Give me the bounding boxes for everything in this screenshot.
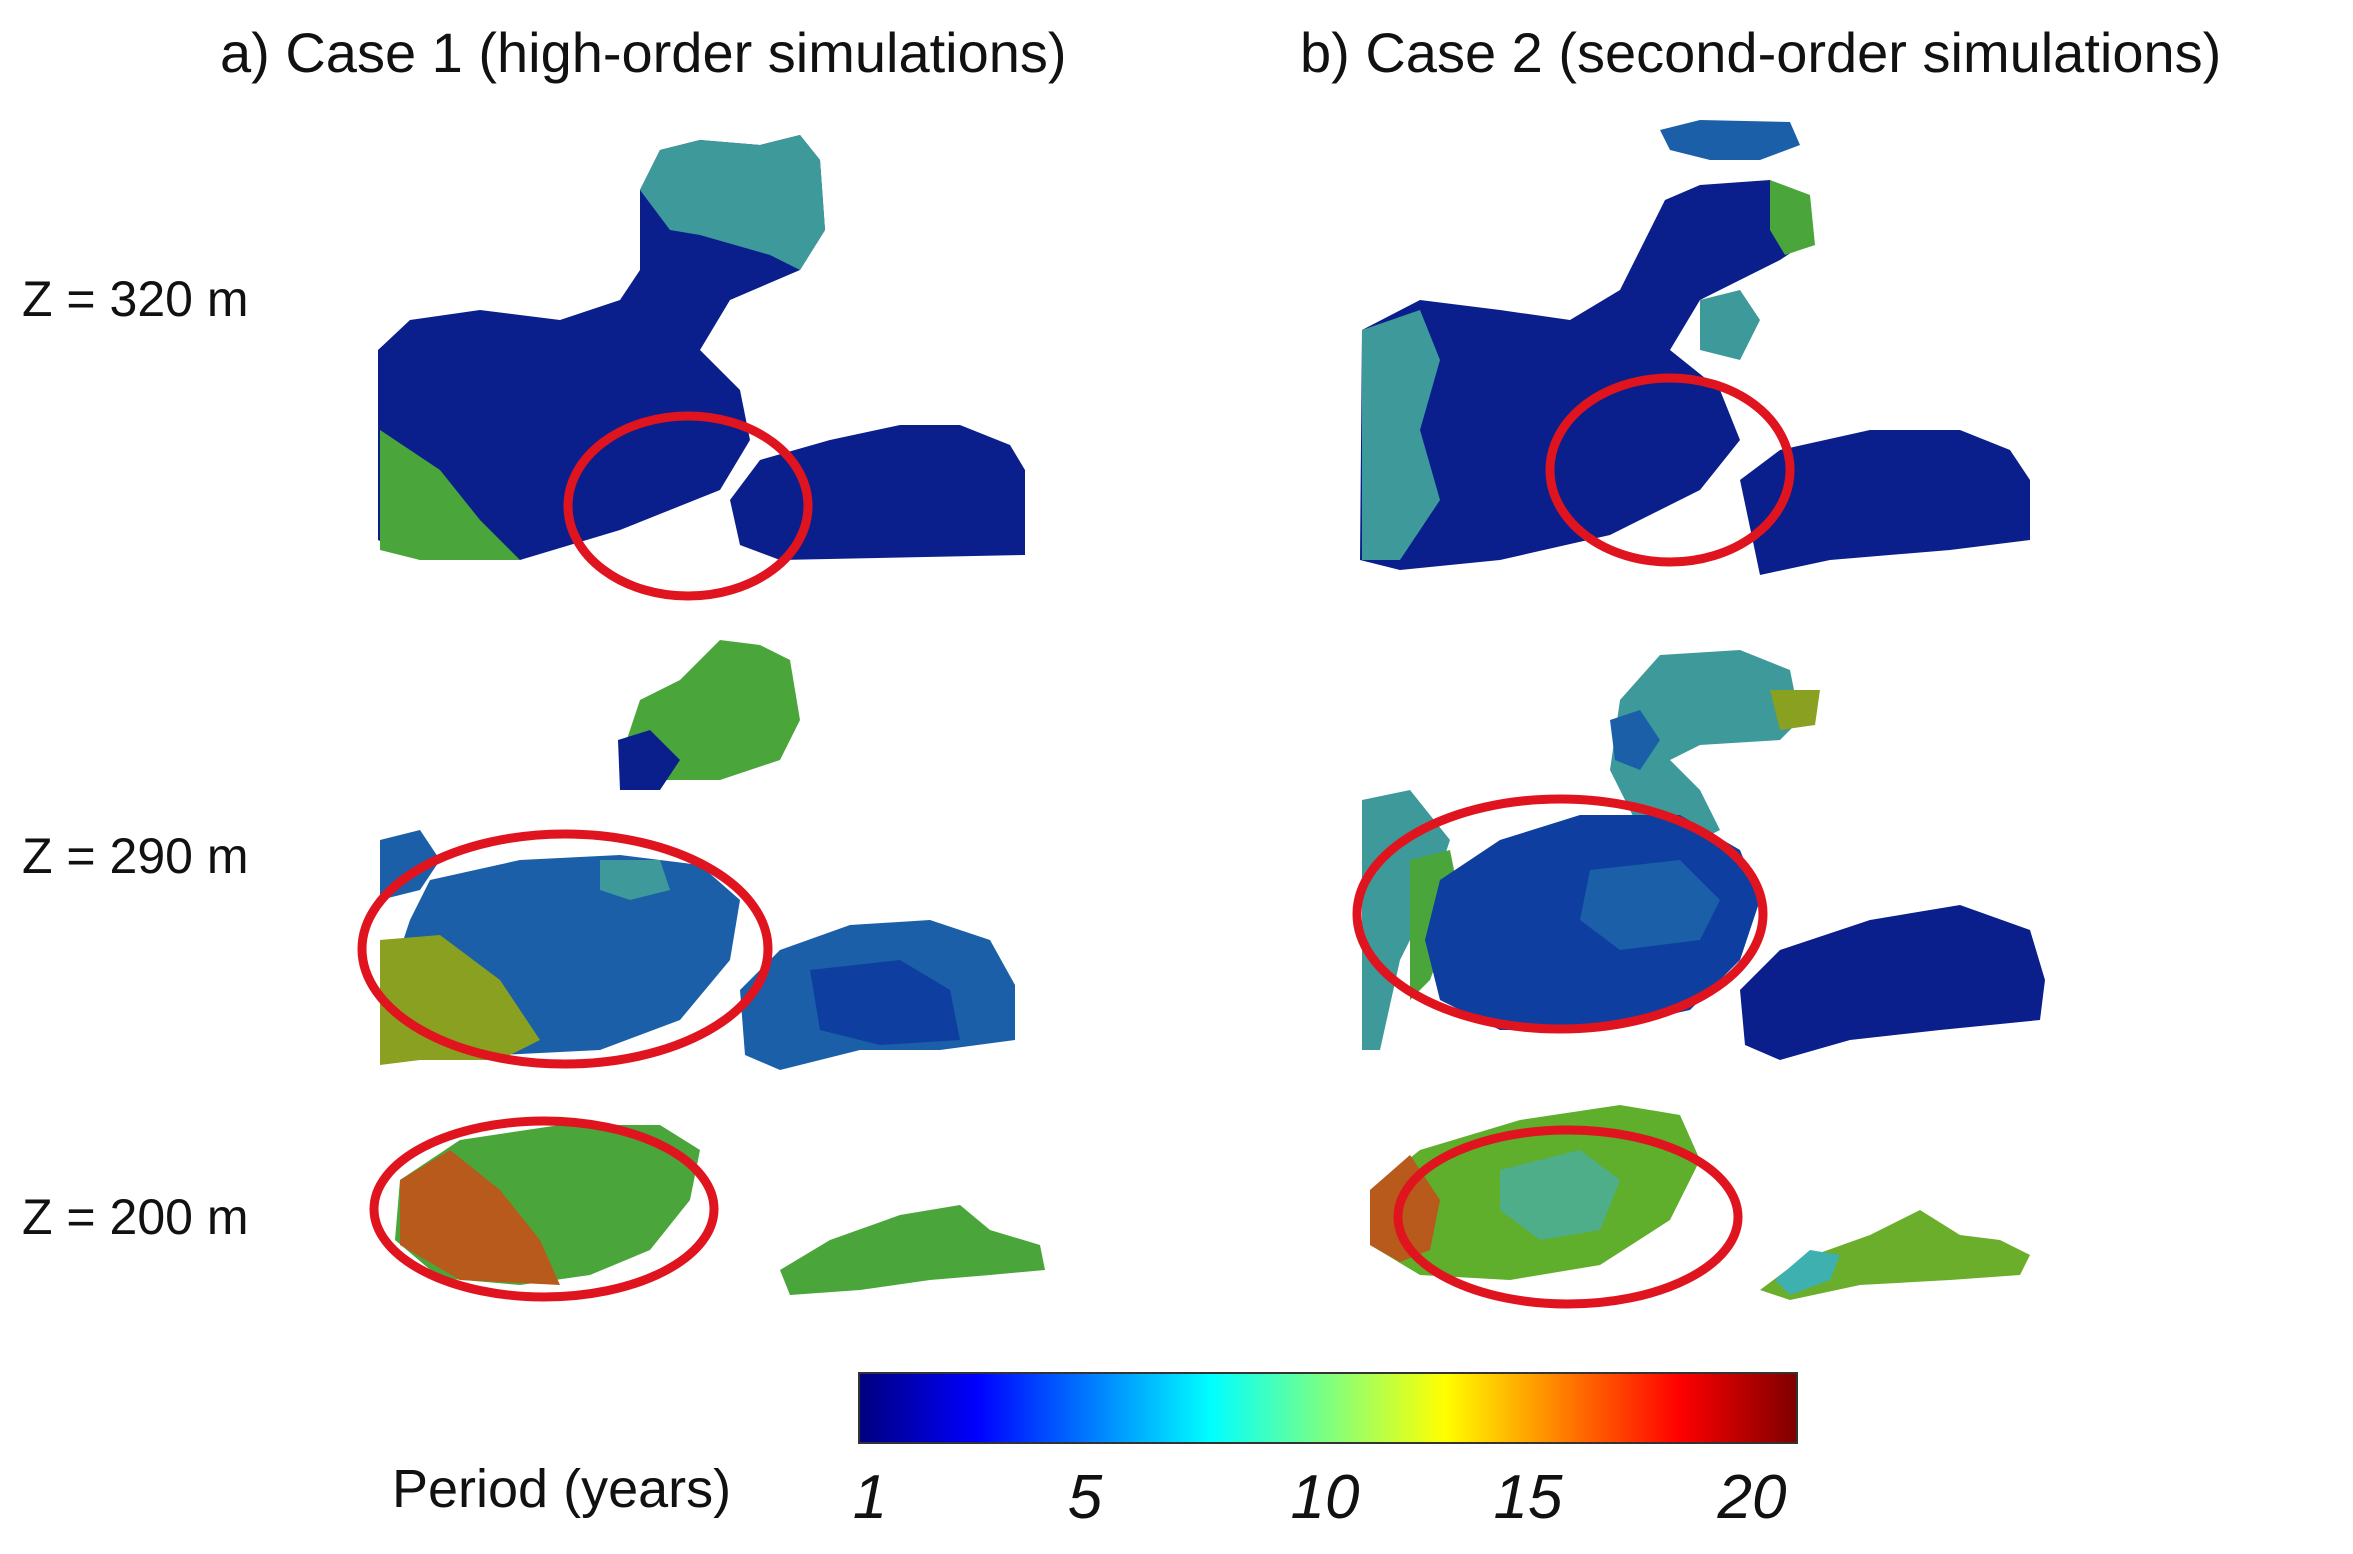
- row-label-z320: Z = 320 m: [22, 271, 249, 327]
- map-a-z200: [395, 1125, 1045, 1295]
- map-a-z320: [378, 135, 1025, 560]
- highlight-ellipse-b290: [1352, 794, 1768, 1034]
- panel-a-title: a) Case 1 (high-order simulations): [220, 21, 1067, 84]
- region-b320-main: [1360, 180, 1810, 570]
- region-a320-main: [378, 135, 825, 560]
- row-label-z200: Z = 200 m: [22, 1189, 249, 1245]
- colorbar-tick-15: 15: [1493, 1463, 1563, 1532]
- highlight-ellipse-a290: [357, 829, 773, 1069]
- colorbar-tick-5: 5: [1067, 1463, 1103, 1532]
- region-b290-main-mid: [1580, 860, 1720, 950]
- region-a290-teal: [600, 860, 670, 900]
- region-a320-teal: [640, 135, 825, 270]
- highlight-ellipse-a200: [369, 1116, 719, 1302]
- region-b290-olive: [1770, 690, 1820, 730]
- colorbar-tick-1: 1: [852, 1463, 888, 1532]
- highlight-ellipses: [357, 373, 1795, 1309]
- map-b-z320: [1360, 120, 2030, 575]
- colorbar-tick-10: 10: [1290, 1463, 1360, 1532]
- region-a290-right-dark: [810, 960, 960, 1045]
- colorbar-title: Period (years): [392, 1459, 732, 1519]
- region-b320-green: [1770, 180, 1815, 255]
- region-b290-top-dark: [1610, 710, 1660, 770]
- colorbar-tick-20: 20: [1717, 1463, 1787, 1532]
- region-a290-top-dark: [618, 730, 680, 790]
- region-b200-teal: [1500, 1150, 1620, 1240]
- highlight-ellipse-b200: [1393, 1125, 1743, 1309]
- region-b290-right: [1740, 905, 2045, 1060]
- region-b320-teal: [1700, 290, 1760, 360]
- map-b-z200: [1370, 1105, 2030, 1300]
- region-b320-right: [1740, 430, 2030, 575]
- region-b200-right-teal: [1775, 1250, 1840, 1295]
- region-a200-orange: [400, 1150, 560, 1285]
- region-b320-left-teal: [1362, 310, 1440, 560]
- highlight-ellipse-a320: [563, 411, 813, 601]
- region-a320-green: [380, 430, 520, 560]
- row-label-z290: Z = 290 m: [22, 828, 249, 884]
- map-a-z290: [380, 640, 1015, 1070]
- region-b290-top: [1610, 650, 1800, 850]
- highlight-ellipse-b320: [1545, 373, 1795, 567]
- region-a200-right: [780, 1205, 1045, 1295]
- period-colorbar: [858, 1372, 1798, 1444]
- panel-b-title: b) Case 2 (second-order simulations): [1300, 21, 2222, 84]
- region-b320-top: [1660, 120, 1800, 160]
- region-b200-orange: [1370, 1155, 1440, 1262]
